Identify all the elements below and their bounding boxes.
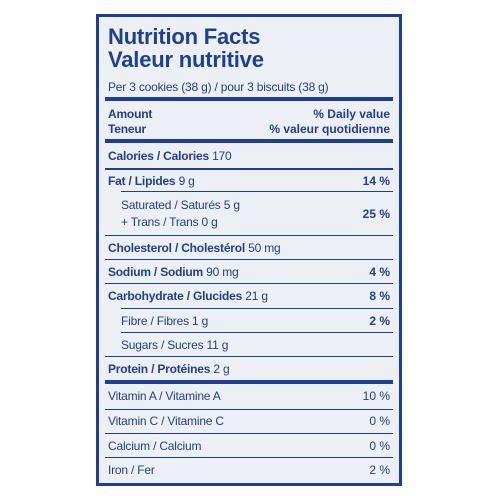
amount: 9 g	[178, 174, 195, 188]
dv: 14 %	[362, 174, 390, 188]
rule	[105, 283, 393, 284]
col-dv-fr: % valeur quotidienne	[269, 122, 390, 136]
row: Vitamin A / Vitamine A	[108, 389, 221, 403]
row: Vitamin C / Vitamine C	[108, 414, 224, 428]
row: Carbohydrate / Glucides 21 g	[108, 288, 268, 304]
dv: 0 %	[369, 414, 390, 428]
rule	[105, 139, 393, 143]
nutrient: Calories / Calories	[108, 149, 209, 163]
rule	[105, 168, 393, 170]
dv: 25 %	[362, 207, 390, 221]
dv: 2 %	[369, 463, 390, 477]
row: Fat / Lipides 9 g	[108, 173, 195, 189]
title: Nutrition Facts	[108, 24, 261, 49]
row: + Trans / Trans 0 g	[121, 215, 218, 229]
nutrient: Sodium / Sodium	[108, 265, 203, 279]
rule	[105, 356, 393, 357]
row: Saturated / Saturés 5 g	[121, 198, 240, 212]
dv: 8 %	[369, 289, 390, 303]
row: Cholesterol / Cholestérol 50 mg	[108, 240, 281, 256]
dv: 4 %	[369, 265, 390, 279]
row: Fibre / Fibres 1 g	[121, 314, 209, 328]
amount: 2 g	[213, 362, 230, 376]
rule	[105, 433, 393, 434]
col-amount-fr: Teneur	[108, 122, 146, 136]
rule	[105, 259, 393, 260]
nutrient: Fat / Lipides	[108, 174, 176, 188]
nutrient: Protein / Protéines	[108, 362, 211, 376]
rule	[121, 332, 393, 333]
col-dv: % Daily value	[313, 107, 390, 121]
row: Sugars / Sucres 11 g	[121, 338, 229, 352]
rule	[121, 308, 393, 309]
row: Calcium / Calcium	[108, 439, 202, 453]
amount: 21 g	[245, 289, 268, 303]
amount: 170	[212, 149, 232, 163]
row: Calories / Calories 170	[108, 148, 232, 164]
dv: 2 %	[369, 314, 390, 328]
col-amount: Amount	[108, 107, 153, 121]
rule	[105, 97, 393, 101]
serving: Per 3 cookies (38 g) / pour 3 biscuits (…	[108, 80, 329, 94]
nutrition-label: Nutrition Facts Valeur nutritive Per 3 c…	[96, 14, 402, 486]
dv: 10 %	[362, 389, 390, 403]
nutrient: Cholesterol / Cholestérol	[108, 241, 246, 255]
rule	[105, 235, 393, 236]
rule	[121, 191, 393, 192]
amount: 50 mg	[248, 241, 281, 255]
row: Iron / Fer	[108, 463, 155, 477]
rule	[105, 380, 393, 384]
title-fr: Valeur nutritive	[108, 47, 264, 72]
rule	[105, 457, 393, 458]
row: Protein / Protéines 2 g	[108, 361, 230, 377]
row: Sodium / Sodium 90 mg	[108, 264, 239, 280]
amount: 90 mg	[206, 265, 239, 279]
dv: 0 %	[369, 439, 390, 453]
nutrient: Carbohydrate / Glucides	[108, 289, 243, 303]
rule	[105, 409, 393, 410]
